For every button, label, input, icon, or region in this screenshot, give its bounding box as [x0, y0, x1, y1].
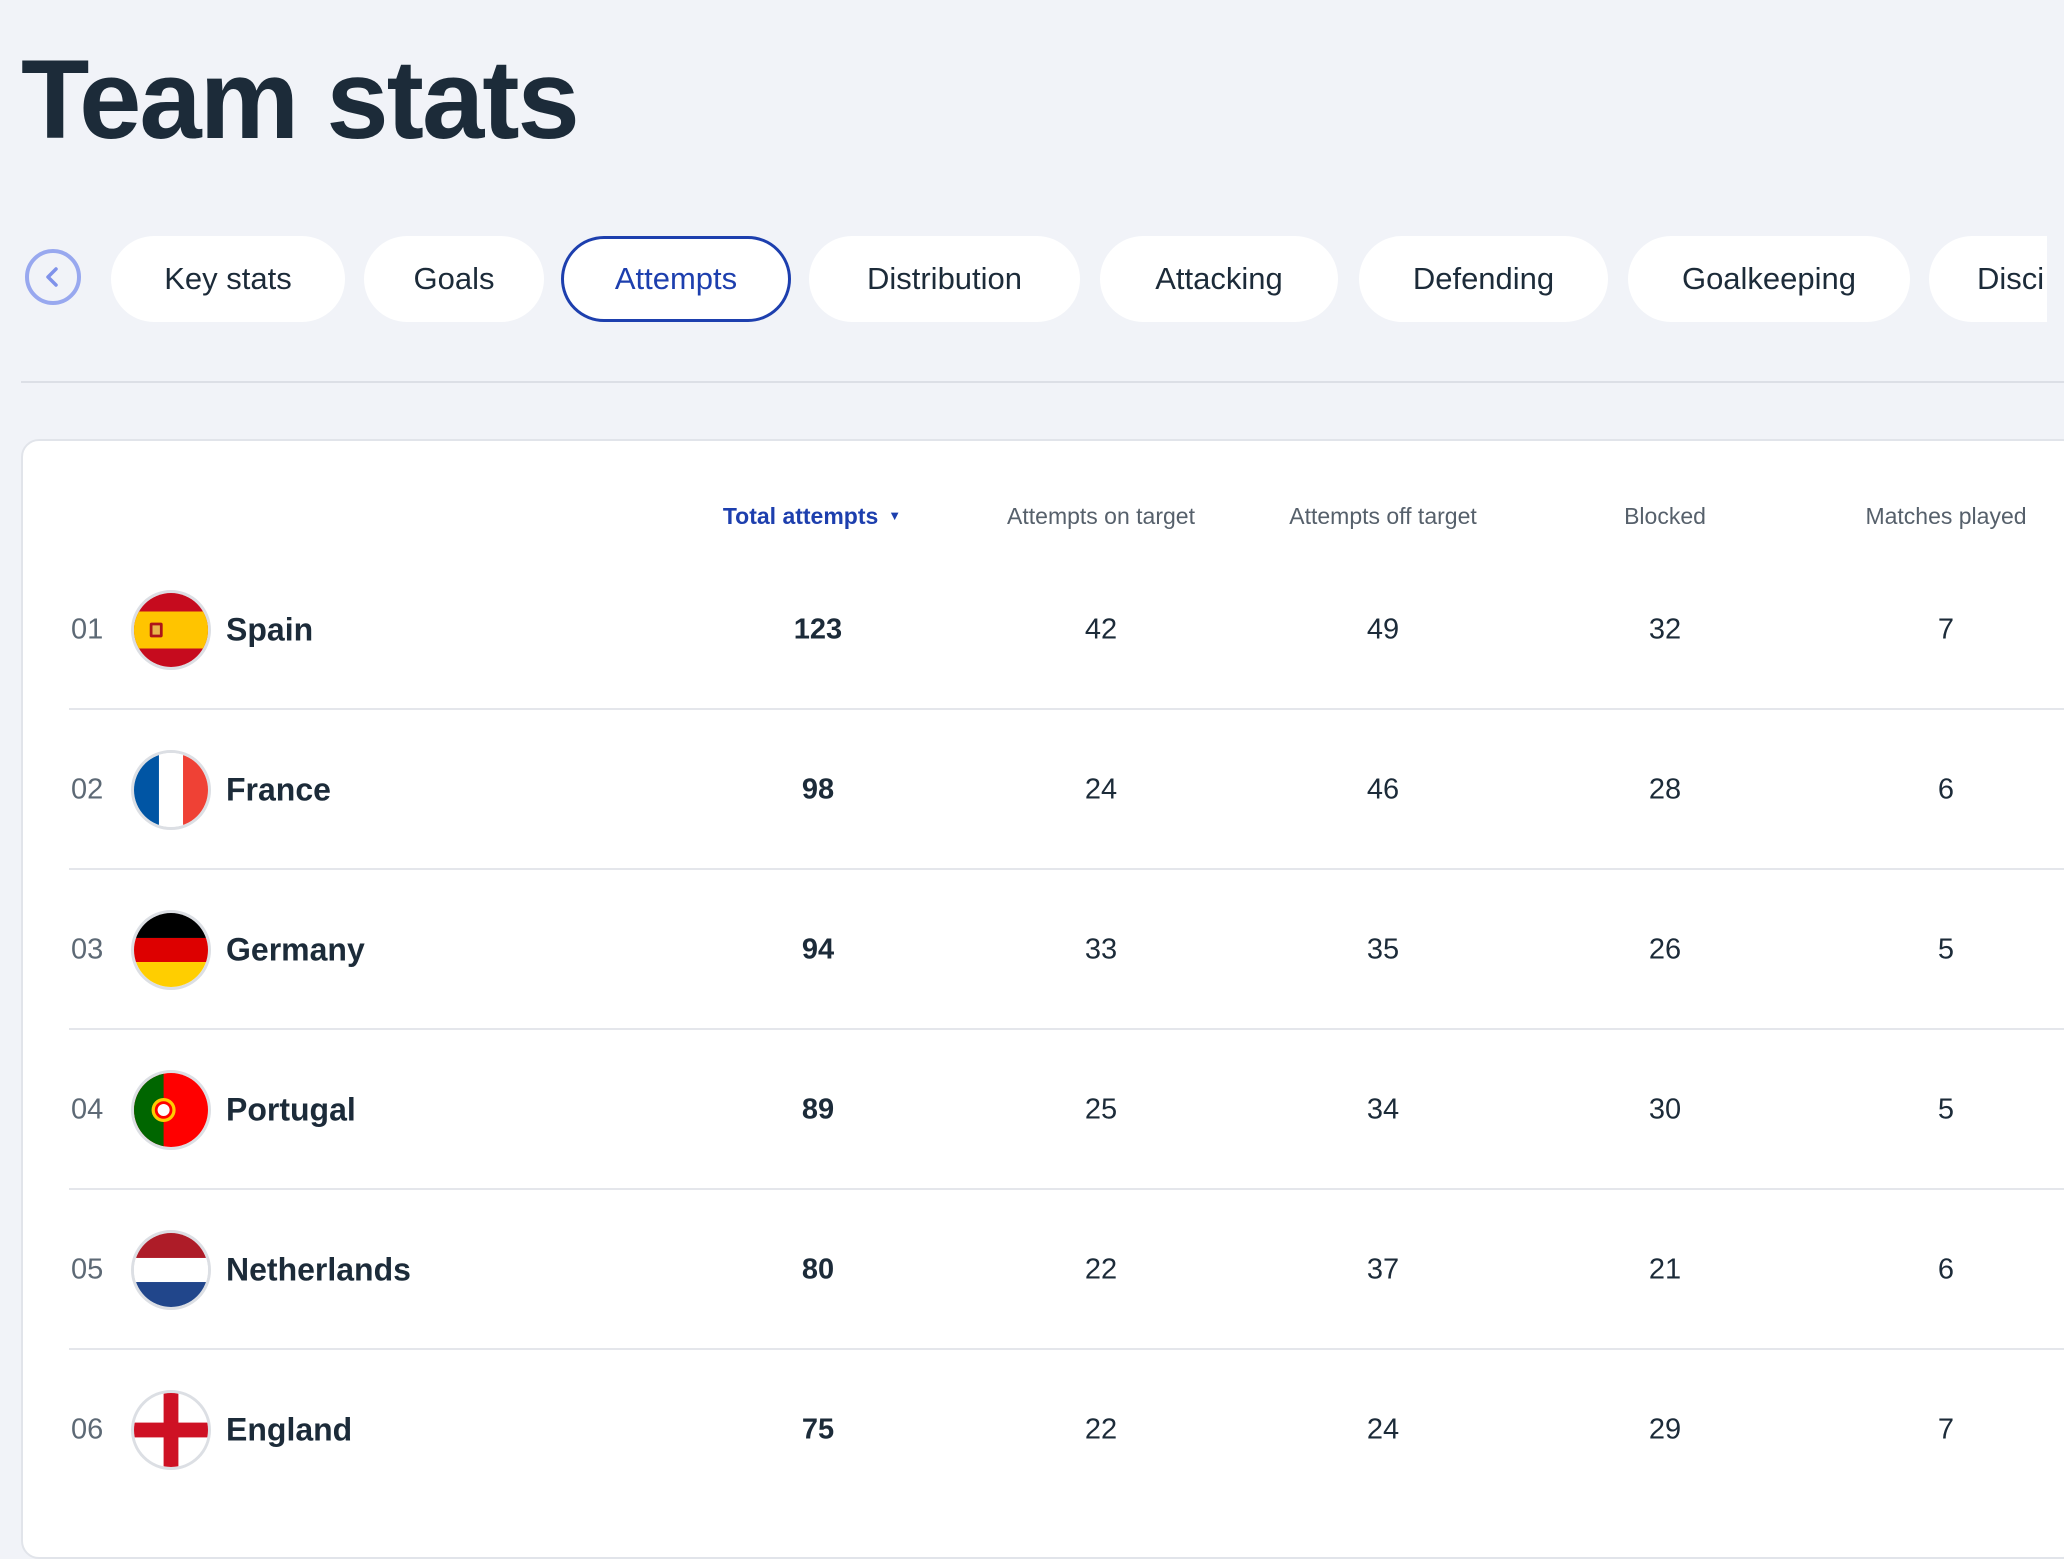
attempts-on-target-value: 22 — [1084, 1253, 1118, 1286]
spain-flag-icon — [131, 590, 211, 670]
tab-attempts[interactable]: Attempts — [561, 236, 791, 322]
blocked-value: 30 — [1648, 1093, 1682, 1126]
matches-played-value: 6 — [1937, 773, 1955, 806]
rank: 04 — [71, 1093, 104, 1126]
matches-played-value: 5 — [1937, 1093, 1955, 1126]
tabs-back-button[interactable] — [25, 249, 81, 305]
attempts-on-target-value: 33 — [1084, 933, 1118, 966]
row-divider — [69, 868, 2064, 870]
attempts-off-target-value: 49 — [1366, 613, 1400, 646]
netherlands-flag-icon — [131, 1230, 211, 1310]
table-row[interactable]: 04 Portugal 89 25 34 30 5 — [0, 1030, 2064, 1190]
total-attempts-value: 98 — [801, 773, 835, 806]
total-attempts-value: 94 — [801, 933, 835, 966]
rank: 02 — [71, 773, 104, 806]
stats-table-card — [21, 439, 2064, 1559]
column-header-blocked[interactable]: Blocked — [1624, 503, 1706, 529]
attempts-on-target-value: 42 — [1084, 613, 1118, 646]
team-name[interactable]: England — [226, 1411, 353, 1448]
attempts-off-target-value: 34 — [1366, 1093, 1400, 1126]
column-header-attempts-on-target[interactable]: Attempts on target — [1007, 503, 1195, 529]
rank: 05 — [71, 1253, 104, 1286]
attempts-off-target-value: 24 — [1366, 1413, 1400, 1446]
matches-played-value: 7 — [1937, 1413, 1955, 1446]
row-divider — [69, 1188, 2064, 1190]
attempts-off-target-value: 46 — [1366, 773, 1400, 806]
rank: 06 — [71, 1413, 104, 1446]
table-row[interactable]: 03 Germany 94 33 35 26 5 — [0, 870, 2064, 1030]
table-row[interactable]: 02 France 98 24 46 28 6 — [0, 710, 2064, 870]
table-row[interactable]: 06 England 75 22 24 29 7 — [0, 1350, 2064, 1510]
tab-defending[interactable]: Defending — [1359, 236, 1608, 322]
attempts-on-target-value: 24 — [1084, 773, 1118, 806]
row-divider — [69, 708, 2064, 710]
rank: 03 — [71, 933, 104, 966]
team-name[interactable]: Portugal — [226, 1091, 356, 1128]
team-name[interactable]: France — [226, 771, 331, 808]
tab-goalkeeping[interactable]: Goalkeeping — [1628, 236, 1910, 322]
portugal-flag-icon — [131, 1070, 211, 1150]
caret-down-icon: ▼ — [888, 508, 902, 524]
matches-played-value: 6 — [1937, 1253, 1955, 1286]
row-divider — [69, 1028, 2064, 1030]
team-name[interactable]: Germany — [226, 931, 365, 968]
row-divider — [69, 1348, 2064, 1350]
attempts-on-target-value: 25 — [1084, 1093, 1118, 1126]
attempts-off-target-value: 35 — [1366, 933, 1400, 966]
section-divider — [21, 381, 2064, 383]
france-flag-icon — [131, 750, 211, 830]
total-attempts-value: 89 — [801, 1093, 835, 1126]
germany-flag-icon — [131, 910, 211, 990]
rank: 01 — [71, 613, 104, 646]
tab-attacking[interactable]: Attacking — [1100, 236, 1338, 322]
stats-category-tabs: Key stats Goals Attempts Distribution At… — [0, 230, 2047, 330]
tab-goals[interactable]: Goals — [364, 236, 544, 322]
tab-key-stats[interactable]: Key stats — [111, 236, 345, 322]
blocked-value: 26 — [1648, 933, 1682, 966]
page-title: Team stats — [21, 37, 580, 162]
table-row[interactable]: 01 Spain 123 42 49 32 7 — [0, 550, 2064, 710]
matches-played-value: 7 — [1937, 613, 1955, 646]
tab-distribution[interactable]: Distribution — [809, 236, 1080, 322]
column-header-total-attempts[interactable]: Total attempts ▼ — [723, 503, 901, 530]
team-name[interactable]: Netherlands — [226, 1251, 411, 1288]
chevron-left-icon — [46, 267, 58, 287]
total-attempts-value: 75 — [801, 1413, 835, 1446]
column-header-matches-played[interactable]: Matches played — [1865, 503, 2027, 529]
attempts-off-target-value: 37 — [1366, 1253, 1400, 1286]
total-attempts-value: 123 — [793, 613, 843, 646]
tab-discipline[interactable]: Disci — [1929, 236, 2047, 322]
attempts-on-target-value: 22 — [1084, 1413, 1118, 1446]
blocked-value: 21 — [1648, 1253, 1682, 1286]
table-row[interactable]: 05 Netherlands 80 22 37 21 6 — [0, 1190, 2064, 1350]
column-header-label: Total attempts — [722, 503, 879, 529]
team-name[interactable]: Spain — [226, 611, 314, 648]
column-header-attempts-off-target[interactable]: Attempts off target — [1289, 503, 1477, 529]
england-flag-icon — [131, 1390, 211, 1470]
blocked-value: 28 — [1648, 773, 1682, 806]
blocked-value: 32 — [1648, 613, 1682, 646]
blocked-value: 29 — [1648, 1413, 1682, 1446]
matches-played-value: 5 — [1937, 933, 1955, 966]
total-attempts-value: 80 — [801, 1253, 835, 1286]
